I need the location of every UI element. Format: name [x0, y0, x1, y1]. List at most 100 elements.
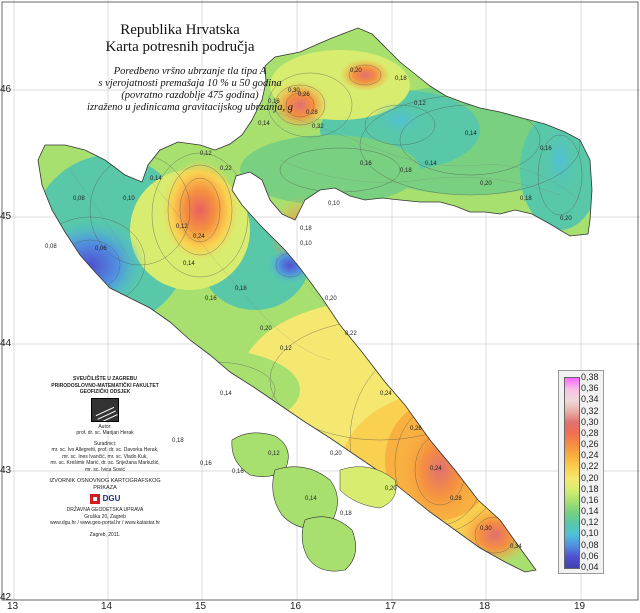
dgu-logo-text: DGU [102, 493, 121, 503]
contour-value-label: 0,20 [385, 486, 397, 492]
graticule [0, 0, 640, 600]
collaborators-line: mr. sc. Ivo Allegretti, prof. dr. sc. Da… [51, 447, 159, 453]
agency-line: www.dgu.hr / www.geo-portal.hr / www.kat… [49, 520, 161, 526]
contour-value-label: 0,14 [425, 161, 437, 167]
agency-line: Gruška 20, Zagreb [84, 513, 126, 520]
institution-line: PRIRODOSLOVNO-MATEMATIČKI FAKULTET [51, 382, 159, 389]
geophysics-logo [91, 397, 119, 422]
legend-value: 0,10 [581, 528, 599, 539]
map-title: Republika Hrvatska Karta potresnih podru… [60, 22, 300, 56]
author-name: prof. dr. sc. Marijan Herak [76, 430, 134, 436]
collaborators-line: mr. sc. Krešimir Marić, dr. sc. Snježana… [50, 460, 160, 466]
subtitle-line: s vjerojatnosti premašaja 10 % u 50 godi… [98, 78, 282, 89]
contour-value-label: 0,08 [45, 244, 57, 250]
subtitle-line: (povratno razdoblje 475 godina) [121, 90, 259, 101]
contour-value-label: 0,16 [232, 469, 244, 475]
institution-line: GEOFIZIČKI ODSJEK [79, 389, 131, 395]
subtitle-line: izraženo u jedinicama gravitacijskog ubr… [87, 102, 293, 113]
contour-value-label: 0,18 [172, 438, 184, 444]
legend-value: 0,08 [581, 539, 599, 550]
x-tick: 18 [479, 601, 491, 612]
contour-value-label: 0,34 [510, 544, 522, 550]
y-tick: 43 [0, 465, 12, 476]
contour-value-label: 0,26 [410, 426, 422, 432]
color-legend: 0,38 0,36 0,34 0,32 0,30 0,28 0,26 0,24 0,22 0,20… [558, 370, 604, 574]
map-frame [1, 1, 639, 601]
contour-value-label: 0,16 [205, 296, 217, 302]
contour-value-label: 0,06 [95, 246, 107, 252]
x-tick: 19 [574, 601, 586, 612]
title-line-2: Karta potresnih područja [105, 39, 255, 55]
dgu-logo: DGU [40, 494, 170, 504]
institution-line: SVEUČILIŠTE U ZAGREBU [73, 376, 137, 382]
legend-value: 0,18 [581, 483, 599, 494]
place-date: Zagreb, 2011. [89, 531, 121, 538]
legend-value: 0,24 [581, 450, 599, 461]
contour-value-label: 0,28 [306, 110, 318, 116]
contour-value-label: 0,18 [400, 168, 412, 174]
contour-value-label: 0,12 [268, 451, 280, 457]
contour-value-label: 0,30 [480, 526, 492, 532]
legend-color-bar [564, 377, 580, 569]
legend-value: 0,38 [581, 372, 599, 382]
contour-value-label: 0,14 [220, 391, 232, 397]
contour-value-label: 0,22 [220, 166, 232, 172]
contour-value-label: 0,26 [298, 92, 310, 98]
y-tick: 45 [0, 211, 12, 222]
legend-value: 0,34 [581, 394, 599, 405]
x-tick: 17 [385, 601, 397, 612]
legend-value: 0,16 [581, 494, 599, 505]
contour-value-label: 0,16 [540, 146, 552, 152]
legend-value: 0,06 [581, 550, 599, 561]
contour-value-label: 0,18 [300, 226, 312, 232]
contour-value-label: 0,20 [560, 216, 572, 222]
x-tick: 13 [7, 601, 19, 612]
y-tick: 42 [0, 592, 12, 603]
legend-value: 0,12 [581, 517, 599, 528]
contour-value-label: 0,32 [312, 124, 324, 130]
contour-value-label: 0,24 [380, 391, 392, 397]
author-heading: Autor: [98, 423, 112, 430]
subtitle-line: Poredbeno vršno ubrzanje tla tipa A [113, 66, 267, 77]
islands [231, 432, 397, 572]
dgu-mark-icon [89, 494, 100, 504]
contour-value-label: 0,20 [325, 296, 337, 302]
collaborators-line: mr. sc. Ines Ivančić, mr. sc. Vlado Kuk, [62, 453, 148, 460]
contour-value-label: 0,14 [465, 131, 477, 137]
contour-value-label: 0,10 [123, 196, 135, 202]
contour-value-label: 0,20 [480, 181, 492, 187]
legend-value: 0,32 [581, 405, 599, 416]
title-line-1: Republika Hrvatska [120, 22, 240, 38]
y-tick: 44 [0, 338, 12, 349]
legend-value: 0,14 [581, 506, 599, 517]
contour-value-label: 0,24 [430, 466, 442, 472]
legend-value: 0,22 [581, 461, 599, 472]
contour-value-label: 0,28 [450, 496, 462, 502]
contour-value-label: 0,20 [350, 68, 362, 74]
contour-value-label: 0,16 [268, 99, 280, 105]
legend-value: 0,04 [581, 562, 599, 572]
agency-line: DRŽAVNA GEODETSKA UPRAVA [66, 507, 144, 513]
contour-value-label: 0,14 [183, 261, 195, 267]
contour-value-label: 0,14 [258, 121, 270, 127]
collaborators-line: mr. sc. Ivica Sović [84, 466, 125, 473]
x-tick: 14 [101, 601, 113, 612]
contour-value-label: 0,14 [305, 496, 317, 502]
contour-value-label: 0,20 [260, 326, 272, 332]
contour-value-label: 0,14 [150, 176, 162, 182]
legend-value: 0,30 [581, 416, 599, 427]
contour-labels: 0,26 0,28 0,16 0,14 0,20 0,18 0,12 0,10 0,22 0,24… [45, 68, 572, 550]
contour-value-label: 0,18 [520, 196, 532, 202]
y-tick: 46 [0, 84, 12, 95]
credits-block: SVEUČILIŠTE U ZAGREBU PRIRODOSLOVNO-MATE… [40, 376, 170, 538]
legend-value: 0,36 [581, 383, 599, 394]
legend-value: 0,28 [581, 427, 599, 438]
contour-value-label: 0,18 [340, 511, 352, 517]
contour-value-label: 0,16 [200, 461, 212, 467]
contour-value-label: 0,24 [193, 234, 205, 240]
contour-value-label: 0,12 [176, 224, 188, 230]
contour-value-label: 0,18 [235, 286, 247, 292]
legend-value: 0,20 [581, 472, 599, 483]
contour-value-label: 0,10 [300, 241, 312, 247]
